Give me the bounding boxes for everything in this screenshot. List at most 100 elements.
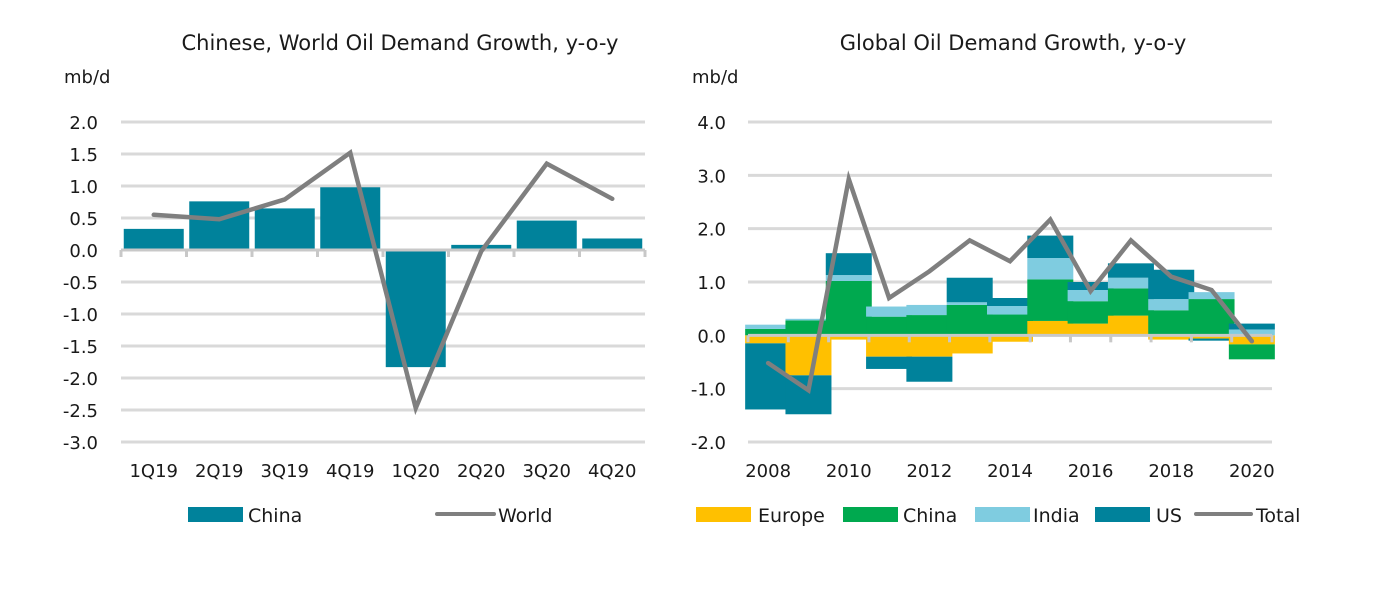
x-tick-label: 2012 [906, 461, 952, 482]
legend-label-india: India [1033, 505, 1080, 527]
bar-us-2011 [866, 356, 913, 369]
x-tick-label: 3Q19 [260, 461, 309, 482]
legend-label-total: Total [1255, 505, 1300, 527]
bar-india-2014 [987, 306, 1033, 315]
x-tick-label: 4Q19 [326, 461, 375, 482]
bar-europe-2014 [987, 335, 1033, 342]
left-y-tick-labels: 2.0 1.5 1.0 0.5 0.0 -0.5 -1.0 -1.5 -2.0 -2.5 -3.0 [63, 113, 98, 454]
bar-europe-2010 [825, 335, 872, 340]
bar-china-2011 [866, 316, 913, 336]
y-tick-label: 3.0 [697, 166, 726, 187]
bar-india-2018 [1148, 299, 1195, 311]
y-tick-label: 1.0 [69, 177, 98, 198]
y-tick-label: 2.0 [69, 113, 98, 134]
bar-china-2019 [1188, 299, 1235, 336]
left-bars [123, 187, 643, 368]
right-y-tick-labels: 4.0 3.0 2.0 1.0 0.0 -1.0 -2.0 [691, 113, 726, 454]
y-tick-label: 4.0 [697, 113, 726, 134]
bar-china-2q19 [189, 201, 250, 250]
legend-swatch-china [188, 507, 243, 522]
bar-china-2015 [1027, 279, 1074, 321]
x-tick-label: 3Q20 [522, 461, 571, 482]
left-chart-title: Chinese, World Oil Demand Growth, y-o-y [182, 31, 619, 55]
bar-us-2008 [745, 343, 792, 410]
left-chart-ylabel: mb/d [64, 67, 110, 88]
bar-china-2018 [1148, 310, 1195, 336]
legend-label-europe: Europe [758, 505, 825, 527]
y-tick-label: 1.0 [697, 273, 726, 294]
bar-india-2012 [906, 304, 953, 316]
y-tick-label: -3.0 [63, 433, 98, 454]
bar-india-2008 [745, 324, 792, 329]
x-tick-label: 2016 [1068, 461, 1114, 482]
bar-us-2010 [825, 253, 872, 276]
bar-europe-2015 [1027, 320, 1074, 336]
bar-china-2012 [906, 315, 953, 336]
right-stacked-bars [745, 235, 1275, 415]
bar-europe-2012 [906, 335, 953, 357]
y-tick-label: -1.0 [63, 305, 98, 326]
x-tick-label: 2Q20 [457, 461, 506, 482]
x-tick-label: 2010 [826, 461, 872, 482]
x-tick-label: 1Q19 [129, 461, 178, 482]
chinese-world-demand-chart: Chinese, World Oil Demand Growth, y-o-y … [63, 31, 647, 527]
legend-swatch-europe [696, 507, 751, 522]
legend-swatch-china [843, 507, 898, 522]
bar-us-2012 [906, 356, 953, 382]
x-tick-label: 2014 [987, 461, 1033, 482]
legend-label-china: China [248, 505, 302, 527]
x-tick-label: 4Q20 [588, 461, 637, 482]
bar-india-2017 [1107, 277, 1154, 289]
bar-china-2014 [987, 314, 1033, 336]
bar-india-2013 [946, 302, 993, 305]
y-tick-label: -2.5 [63, 401, 98, 422]
bar-china-2010 [825, 280, 872, 336]
y-tick-label: -1.5 [63, 337, 98, 358]
bar-us-2016 [1067, 282, 1114, 290]
legend-label-china: China [903, 505, 957, 527]
bar-india-2010 [825, 275, 872, 281]
bar-china-4q20 [582, 238, 643, 250]
right-chart-title: Global Oil Demand Growth, y-o-y [840, 31, 1187, 55]
y-tick-label: -1.0 [691, 380, 726, 401]
bar-china-2013 [946, 304, 993, 336]
bar-china-2017 [1107, 288, 1154, 316]
bar-china-1q19 [123, 228, 184, 250]
x-tick-label: 2Q19 [195, 461, 244, 482]
bar-europe-2018 [1148, 335, 1195, 340]
y-tick-label: 0.0 [69, 241, 98, 262]
right-line-series [765, 170, 1255, 395]
y-tick-label: -2.0 [691, 433, 726, 454]
legend-swatch-us [1095, 507, 1150, 522]
bar-europe-2016 [1067, 323, 1114, 336]
legend-swatch-india [975, 507, 1030, 522]
bar-china-2016 [1067, 301, 1114, 324]
bar-us-2019 [1188, 338, 1235, 341]
bar-india-2020 [1228, 329, 1275, 336]
y-tick-label: -2.0 [63, 369, 98, 390]
x-tick-label: 2020 [1229, 461, 1275, 482]
x-tick-label: 2008 [745, 461, 791, 482]
legend-label-world: World [498, 505, 552, 527]
bar-europe-2017 [1107, 315, 1154, 336]
bar-europe-2011 [866, 335, 913, 357]
right-chart-ylabel: mb/d [692, 67, 738, 88]
x-tick-label: 2018 [1148, 461, 1194, 482]
bar-europe-2019 [1188, 335, 1235, 339]
right-x-axis [746, 333, 1274, 343]
bar-india-2011 [866, 306, 913, 317]
x-tick-label: 1Q20 [391, 461, 440, 482]
left-x-tick-labels: 1Q19 2Q19 3Q19 4Q19 1Q20 2Q20 3Q20 4Q20 [129, 461, 636, 482]
y-tick-label: 2.0 [697, 220, 726, 241]
bar-india-2009 [785, 318, 832, 321]
right-x-tick-labels: 2008 2010 2012 2014 2016 2018 2020 [745, 461, 1275, 482]
left-line-series [151, 148, 615, 416]
y-tick-label: 0.5 [69, 209, 98, 230]
bar-china-3q20 [516, 220, 577, 250]
bar-us-2020 [1228, 323, 1275, 330]
y-tick-label: 1.5 [69, 145, 98, 166]
bar-china-1q20 [385, 250, 446, 368]
bar-india-2016 [1067, 290, 1114, 302]
bar-us-2017 [1107, 263, 1154, 278]
line-world [151, 148, 615, 416]
